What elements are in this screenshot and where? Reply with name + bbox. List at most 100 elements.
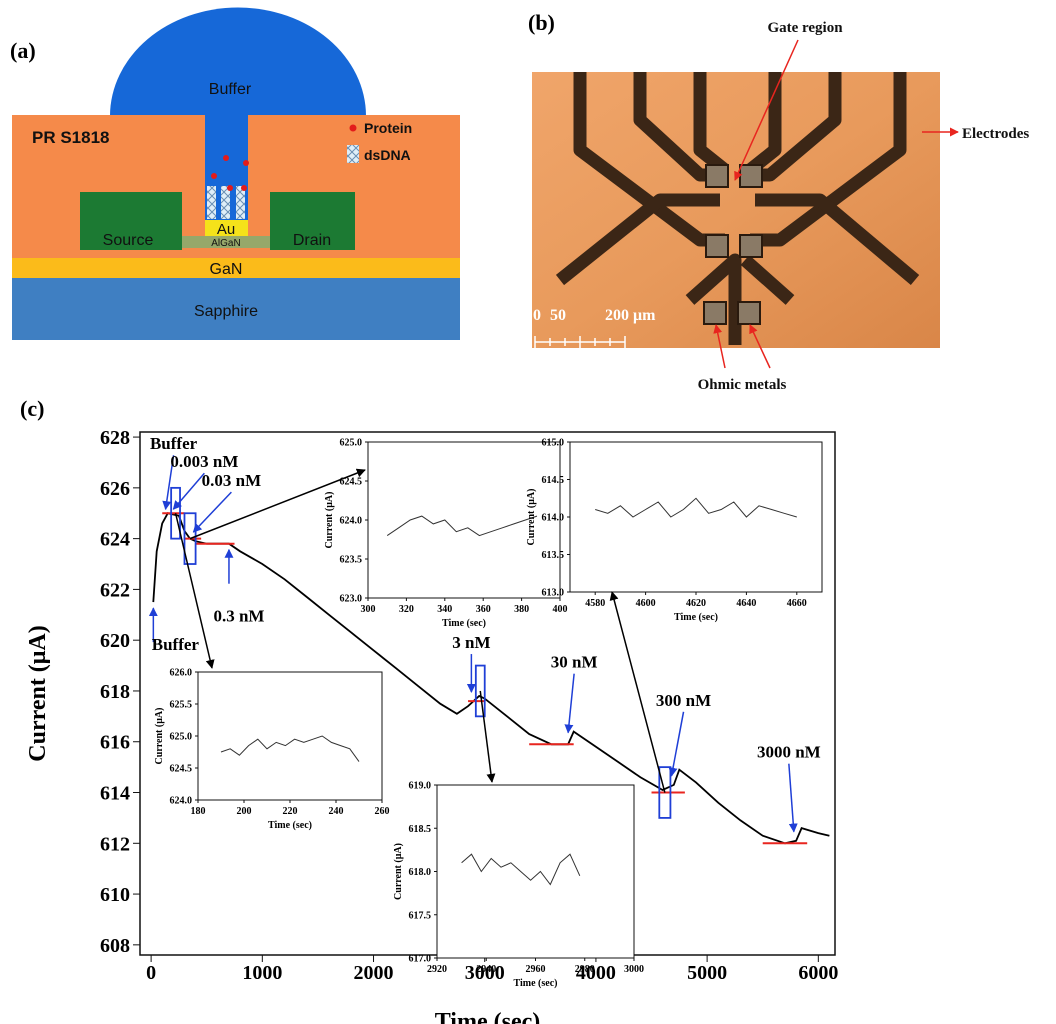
ohmic-pad <box>740 235 762 257</box>
panel-label: (b) <box>528 10 555 35</box>
x-axis-label: Time (sec) <box>442 618 486 629</box>
protein <box>243 160 249 166</box>
annotation-label: 0.3 nM <box>213 607 264 626</box>
x-tick-label: 5000 <box>687 962 727 984</box>
label-protein: Protein <box>364 120 412 136</box>
x-tick-label: 2920 <box>427 964 447 975</box>
y-axis-label: Current (μA) <box>25 625 51 761</box>
label-pr: PR S1818 <box>32 128 110 147</box>
annotation-label: 0.003 nM <box>170 452 238 471</box>
annotation-label: 30 nM <box>551 653 598 672</box>
protein <box>211 173 217 179</box>
x-tick-label: 2000 <box>354 962 394 984</box>
y-axis-label: Current (μA) <box>526 489 537 546</box>
buffer-drop <box>110 8 366 116</box>
plot-frame <box>437 785 634 958</box>
y-tick-label: 619.0 <box>409 781 432 792</box>
x-tick-label: 400 <box>553 604 568 615</box>
x-tick-label: 2940 <box>476 964 496 975</box>
legend-dsdna <box>347 145 359 163</box>
y-tick-label: 623.0 <box>340 594 363 605</box>
x-tick-label: 0 <box>146 962 156 984</box>
label-gan: GaN <box>210 261 243 278</box>
label-au: Au <box>217 221 235 238</box>
x-tick-label: 4600 <box>636 598 656 609</box>
protein <box>227 185 233 191</box>
y-axis-label: Current (μA) <box>324 492 335 549</box>
y-tick-label: 617.5 <box>409 910 432 921</box>
y-tick-label: 618.5 <box>409 824 432 835</box>
label-source: Source <box>103 232 154 249</box>
scale-label: 0 <box>533 307 541 324</box>
plot-frame <box>570 442 822 592</box>
label-electrodes: Electrodes <box>962 126 1029 142</box>
x-tick-label: 260 <box>375 806 390 817</box>
ohmic-pad <box>740 165 762 187</box>
x-tick-label: 6000 <box>798 962 838 984</box>
x-tick-label: 340 <box>437 604 452 615</box>
y-tick-label: 618 <box>100 681 130 703</box>
annotation-label: Buffer <box>150 434 198 453</box>
y-tick-label: 614.0 <box>542 513 565 524</box>
x-axis-label: Time (sec) <box>514 978 558 989</box>
panel-label: (a) <box>10 38 36 63</box>
annotation-label: 300 nM <box>656 691 711 710</box>
annotation-label: Buffer <box>152 635 200 654</box>
y-tick-label: 624.0 <box>340 516 363 527</box>
panel-b: (b) 0 50 200 μm Gate region Electro <box>528 10 1029 393</box>
scale-label: 50 <box>550 307 566 324</box>
y-tick-label: 628 <box>100 427 130 449</box>
y-tick-label: 622 <box>100 579 130 601</box>
label-gate: Gate region <box>767 20 843 36</box>
x-tick-label: 220 <box>283 806 298 817</box>
y-tick-label: 625.0 <box>340 438 363 449</box>
y-tick-label: 624 <box>100 529 130 551</box>
y-tick-label: 626.0 <box>170 668 193 679</box>
plot-frame <box>198 672 382 800</box>
y-tick-label: 623.5 <box>340 555 363 566</box>
x-tick-label: 4660 <box>787 598 807 609</box>
protein <box>241 185 247 191</box>
label-ohmic: Ohmic metals <box>698 377 787 393</box>
y-tick-label: 617.0 <box>409 954 432 965</box>
x-tick-label: 4640 <box>736 598 756 609</box>
y-tick-label: 620 <box>100 630 130 652</box>
ohmic-pad <box>706 165 728 187</box>
x-tick-label: 320 <box>399 604 414 615</box>
label-sapphire: Sapphire <box>194 303 258 320</box>
y-tick-label: 624.0 <box>170 796 193 807</box>
figure: (a) Buffer PR S1818 Protein dsDNA Source… <box>0 0 1056 1024</box>
x-tick-label: 2980 <box>575 964 595 975</box>
y-axis-label: Current (μA) <box>393 843 404 900</box>
x-tick-label: 4580 <box>585 598 605 609</box>
legend-protein <box>350 125 357 132</box>
annotation-label: 3000 nM <box>757 743 821 762</box>
x-tick-label: 300 <box>361 604 376 615</box>
y-tick-label: 625.0 <box>170 732 193 743</box>
x-tick-label: 240 <box>329 806 344 817</box>
y-tick-label: 612 <box>100 833 130 855</box>
x-tick-label: 180 <box>191 806 206 817</box>
panel-a: (a) Buffer PR S1818 Protein dsDNA Source… <box>10 8 460 340</box>
annotation-label: 3 nM <box>452 633 490 652</box>
x-tick-label: 360 <box>476 604 491 615</box>
y-tick-label: 608 <box>100 935 130 957</box>
dsdna <box>221 186 230 219</box>
y-tick-label: 625.5 <box>170 700 193 711</box>
x-axis-label: Time (sec) <box>268 820 312 831</box>
x-tick-label: 200 <box>237 806 252 817</box>
x-tick-label: 1000 <box>242 962 282 984</box>
ohmic-pad <box>738 302 760 324</box>
protein <box>223 155 229 161</box>
label-drain: Drain <box>293 232 331 249</box>
y-tick-label: 616 <box>100 732 130 754</box>
label-buffer: Buffer <box>209 81 252 98</box>
y-tick-label: 613.5 <box>542 550 565 561</box>
y-tick-label: 624.5 <box>170 764 193 775</box>
y-axis-label: Current (μA) <box>154 708 165 765</box>
y-tick-label: 626 <box>100 478 130 500</box>
x-axis-label: Time (sec) <box>435 1009 541 1024</box>
y-tick-label: 613.0 <box>542 588 565 599</box>
x-tick-label: 380 <box>514 604 529 615</box>
dsdna <box>207 186 216 219</box>
